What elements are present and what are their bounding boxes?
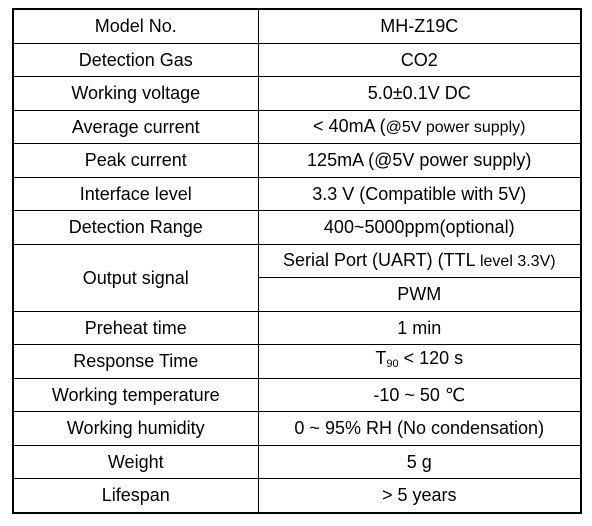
value-note: @5V power supply) [385, 118, 526, 136]
value-cell: T90 < 120 s [257, 344, 582, 379]
label-cell: Weight [12, 444, 259, 479]
table-row: PWM [13, 277, 582, 312]
label-cell: Working humidity [12, 411, 259, 446]
label-cell: Lifespan [12, 478, 259, 513]
table-row: Working humidity 0 ~ 95% RH (No condensa… [12, 411, 582, 446]
label-cell: Working voltage [12, 76, 259, 111]
table-row: Working temperature -10 ~ 50 ℃ [12, 377, 582, 412]
value-cell: 1 min [257, 310, 582, 345]
table-row: Weight 5 g [12, 444, 582, 479]
value-cell: PWM [257, 277, 582, 312]
table-row: Interface level 3.3 V (Compatible with 5… [12, 176, 582, 211]
label-cell: Average current [12, 109, 259, 144]
table-row: Detection Gas CO2 [12, 42, 582, 77]
value-cell: 5.0±0.1V DC [257, 76, 582, 111]
value-subscript: 90 [386, 358, 399, 371]
spec-table: Model No. MH-Z19C Detection Gas CO2 Work… [12, 8, 582, 514]
table-row: Peak current 125mA (@5V power supply) [12, 143, 582, 178]
label-cell: Response Time [12, 344, 259, 379]
value-text: Serial Port (UART) (TTL [282, 249, 480, 270]
label-cell: Model No. [12, 8, 259, 44]
table-row: Average current < 40mA (@5V power supply… [12, 109, 582, 144]
label-cell: Peak current [12, 143, 259, 178]
table-row: Output signal Serial Port (UART) (TTL le… [12, 243, 582, 312]
value-cell: 400~5000ppm(optional) [257, 210, 582, 245]
table-row: Working voltage 5.0±0.1V DC [12, 76, 582, 111]
value-cell: < 40mA (@5V power supply) [257, 109, 582, 144]
label-cell: Preheat time [12, 310, 259, 345]
value-cell: 5 g [257, 444, 582, 479]
value-text: < 40mA ( [313, 115, 386, 136]
table-row: Lifespan > 5 years [12, 478, 582, 513]
value-cell: 0 ~ 95% RH (No condensation) [257, 411, 582, 446]
value-cell: CO2 [257, 42, 582, 77]
table-row: Preheat time 1 min [12, 310, 582, 345]
value-cell: Serial Port (UART) (TTL level 3.3V) [257, 243, 582, 278]
label-cell: Detection Gas [12, 42, 259, 77]
label-cell: Detection Range [12, 210, 259, 245]
label-cell: Working temperature [12, 377, 259, 412]
value-cell: MH-Z19C [257, 8, 582, 44]
table-row: Response Time T90 < 120 s [12, 344, 582, 379]
label-cell: Interface level [12, 176, 259, 211]
label-cell: Output signal [12, 243, 259, 312]
table-row: Model No. MH-Z19C [12, 8, 582, 44]
value-cell: > 5 years [257, 478, 582, 513]
value-cell: 3.3 V (Compatible with 5V) [257, 176, 582, 211]
value-cell: 125mA (@5V power supply) [257, 143, 582, 178]
table-row: Detection Range 400~5000ppm(optional) [12, 210, 582, 245]
value-note: level 3.3V) [479, 252, 556, 270]
value-text: < 120 s [398, 348, 464, 369]
value-prefix: T [375, 348, 387, 369]
value-cell: -10 ~ 50 ℃ [257, 377, 582, 412]
